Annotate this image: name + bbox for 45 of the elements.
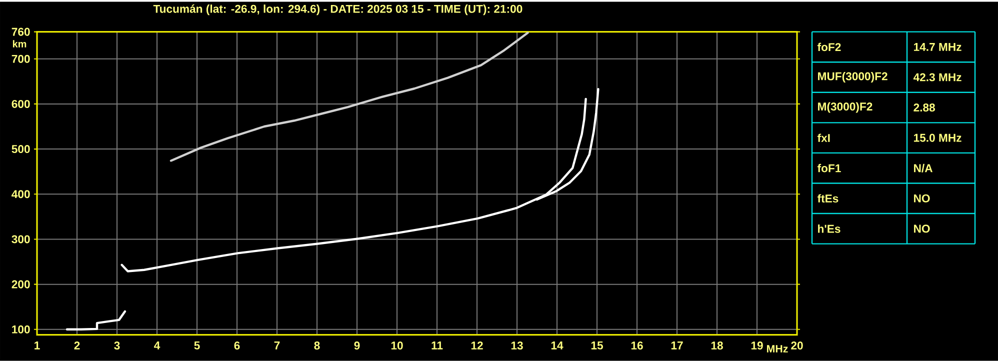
category-label: M(3000)F2 (818, 102, 872, 113)
x-tick-label: 1 (34, 342, 40, 350)
category-label: ftEs (817, 194, 838, 203)
y-tick-label: 300 (12, 235, 30, 244)
chart-title: Tucumán (lat: -26.9, lon: 294.6) - DATE: 2025 03 15 - TIME (UT): 21:00 (153, 4, 522, 16)
text: 14.7 MHz (914, 43, 962, 51)
x-tick-label: 13 (511, 342, 523, 350)
x-tick-label: 18 (711, 342, 723, 350)
x-tick-label: 16 (631, 342, 643, 350)
x-axis-title: MHz (767, 345, 788, 353)
y-tick-label: 700 (12, 54, 30, 63)
text: 42.3 MHz (913, 73, 962, 82)
x-tick-label: 4 (154, 342, 160, 350)
y-tick-label: 600 (12, 100, 30, 108)
text: 15.0 MHz (914, 134, 962, 142)
x-tick-label: 20 (791, 342, 803, 350)
y-tick-label: 500 (12, 145, 30, 154)
y-axis-title: km (12, 40, 26, 48)
y-tick-label: 400 (12, 190, 30, 198)
x-tick-label: 17 (671, 342, 683, 350)
x-tick-label: 15 (591, 342, 603, 350)
x-tick-label: 2 (74, 342, 80, 350)
x-tick-label: 3 (114, 342, 120, 350)
text: NO (914, 224, 930, 233)
category-label: MUF(3000)F2 (818, 72, 888, 83)
x-tick-label: 12 (471, 342, 483, 350)
x-tick-label: 9 (354, 342, 360, 350)
category-label: h'Es (818, 224, 840, 233)
x-tick-label: 5 (194, 342, 200, 350)
category-label: foF1 (817, 164, 841, 172)
y-tick-label: 100 (12, 325, 30, 334)
x-tick-label: 6 (234, 342, 240, 350)
x-tick-label: 7 (274, 342, 280, 350)
y-tick-label: 760 (12, 28, 30, 36)
x-tick-label: 14 (551, 342, 564, 350)
text: NO (914, 194, 930, 202)
text: N/A (914, 164, 932, 172)
x-tick-label: 8 (314, 342, 320, 350)
y-tick-label: 200 (12, 280, 30, 288)
category-label: fxI (817, 134, 830, 142)
x-tick-label: 19 (751, 342, 763, 350)
x-tick-label: 10 (391, 342, 403, 350)
category-label: foF2 (817, 42, 841, 52)
text: 2.88 (914, 104, 935, 112)
x-tick-label: 11 (432, 342, 443, 350)
